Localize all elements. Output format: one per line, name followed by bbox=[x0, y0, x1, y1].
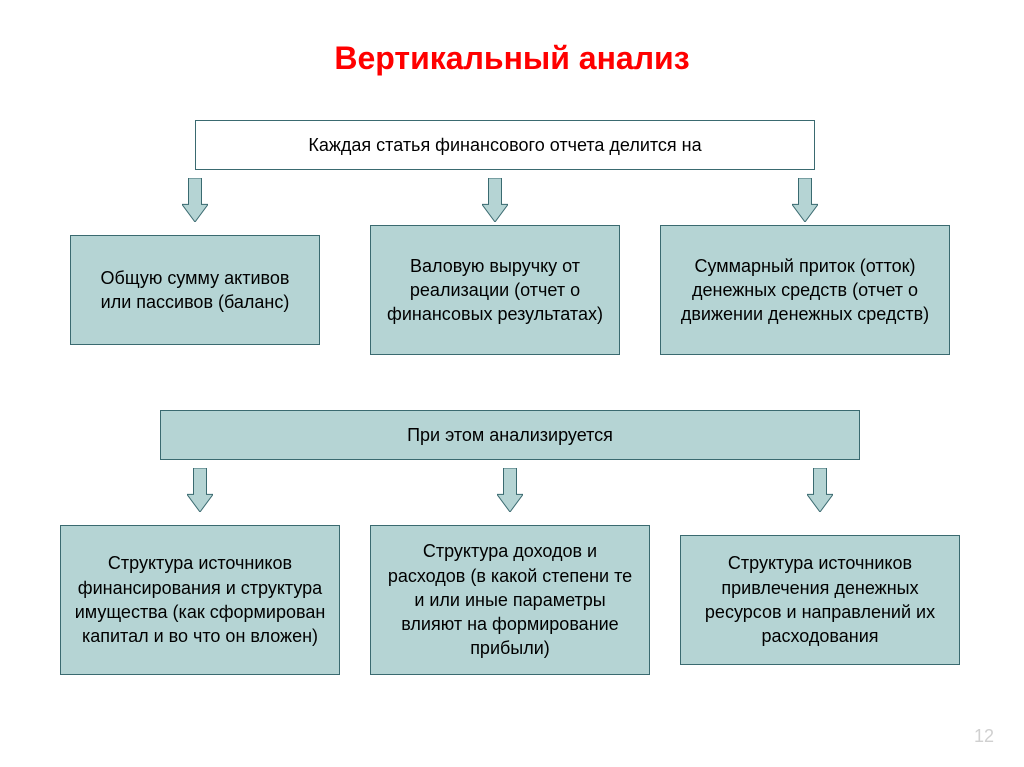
flow-box-structure-sources: Структура источников финансирования и ст… bbox=[60, 525, 340, 675]
slide-title: Вертикальный анализ bbox=[0, 0, 1024, 107]
flow-header-1-text: Каждая статья финансового отчета делится… bbox=[308, 133, 701, 157]
flow-box-assets-text: Общую сумму активов или пассивов (баланс… bbox=[83, 266, 307, 315]
arrow-down-icon bbox=[792, 178, 818, 222]
flow-header-1: Каждая статья финансового отчета делится… bbox=[195, 120, 815, 170]
arrow-down-icon bbox=[497, 468, 523, 512]
flow-box-structure-income-text: Структура доходов и расходов (в какой ст… bbox=[383, 539, 637, 660]
flow-header-2: При этом анализируется bbox=[160, 410, 860, 460]
flow-header-2-text: При этом анализируется bbox=[407, 423, 613, 447]
flow-box-cashflow: Суммарный приток (отток) денежных средст… bbox=[660, 225, 950, 355]
flow-box-revenue: Валовую выручку от реализации (отчет о ф… bbox=[370, 225, 620, 355]
flow-box-assets: Общую сумму активов или пассивов (баланс… bbox=[70, 235, 320, 345]
arrow-down-icon bbox=[187, 468, 213, 512]
flow-box-structure-sources-text: Структура источников финансирования и ст… bbox=[73, 551, 327, 648]
flow-box-structure-cash-text: Структура источников привлечения денежны… bbox=[693, 551, 947, 648]
arrow-down-icon bbox=[182, 178, 208, 222]
arrow-down-icon bbox=[482, 178, 508, 222]
arrow-down-icon bbox=[807, 468, 833, 512]
flow-box-structure-cash: Структура источников привлечения денежны… bbox=[680, 535, 960, 665]
page-number: 12 bbox=[974, 726, 994, 747]
flow-box-cashflow-text: Суммарный приток (отток) денежных средст… bbox=[673, 254, 937, 327]
flow-box-structure-income: Структура доходов и расходов (в какой ст… bbox=[370, 525, 650, 675]
flow-box-revenue-text: Валовую выручку от реализации (отчет о ф… bbox=[383, 254, 607, 327]
